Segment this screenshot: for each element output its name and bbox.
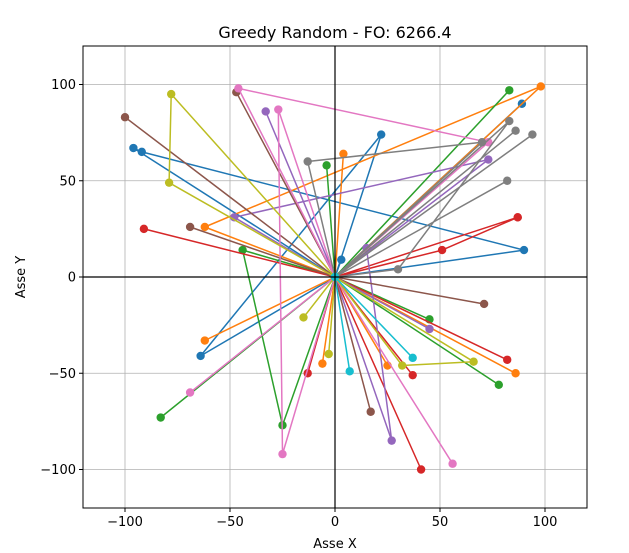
data-point xyxy=(448,459,457,468)
data-point xyxy=(200,222,209,232)
series-line xyxy=(159,89,511,426)
data-point xyxy=(377,130,386,139)
data-point xyxy=(318,359,327,368)
x-axis-label: Asse X xyxy=(313,537,357,552)
data-point xyxy=(185,388,195,397)
data-point xyxy=(137,147,146,157)
data-point xyxy=(366,407,375,416)
data-point xyxy=(303,157,312,166)
data-point xyxy=(505,116,514,126)
data-point xyxy=(408,370,417,380)
x-tick-label: −100 xyxy=(107,515,143,530)
data-point xyxy=(503,355,512,364)
data-point xyxy=(299,313,308,322)
data-point xyxy=(484,138,493,147)
data-point xyxy=(164,178,174,187)
data-point xyxy=(513,213,522,222)
data-point xyxy=(494,380,503,389)
data-point xyxy=(345,367,354,376)
data-point xyxy=(261,107,270,116)
data-point xyxy=(324,349,333,359)
data-point xyxy=(511,126,520,135)
data-point xyxy=(129,143,138,153)
y-tick-label: −100 xyxy=(40,463,76,478)
y-axis-label: Asse Y xyxy=(14,256,29,299)
data-point xyxy=(234,84,243,93)
x-tick-label: 50 xyxy=(432,515,449,530)
data-point xyxy=(322,161,331,170)
data-point xyxy=(469,357,478,366)
data-point xyxy=(398,361,407,370)
data-point xyxy=(393,265,403,274)
data-point xyxy=(519,245,529,255)
data-point xyxy=(477,138,487,147)
data-point xyxy=(230,213,239,222)
data-point xyxy=(200,336,209,345)
data-point xyxy=(511,369,520,378)
data-point xyxy=(479,299,489,309)
y-tick-label: 100 xyxy=(51,78,76,93)
data-point xyxy=(274,105,283,114)
y-tick-label: 50 xyxy=(59,174,76,189)
x-tick-label: 0 xyxy=(331,515,339,530)
data-point xyxy=(387,436,396,445)
data-point xyxy=(505,86,514,95)
data-point xyxy=(120,113,130,122)
chart-title: Greedy Random - FO: 6266.4 xyxy=(218,23,451,42)
data-point xyxy=(536,82,545,91)
data-point xyxy=(185,222,195,232)
data-point xyxy=(484,155,493,164)
data-point xyxy=(408,353,417,363)
data-point xyxy=(167,89,176,99)
data-point xyxy=(416,465,426,474)
x-tick-label: 100 xyxy=(533,515,558,530)
data-point xyxy=(425,324,434,334)
data-point xyxy=(337,255,346,264)
ticks: −100 −50 0 50 100 −100 −50 0 50 100 xyxy=(40,78,557,530)
data-point xyxy=(238,245,247,255)
y-tick-label: −50 xyxy=(49,367,76,382)
y-tick-label: 0 xyxy=(68,271,76,286)
data-point xyxy=(139,224,149,234)
data-point xyxy=(196,351,205,361)
data-point xyxy=(503,176,512,185)
x-tick-label: −50 xyxy=(216,515,243,530)
data-point xyxy=(156,413,165,422)
origin-axes xyxy=(83,46,587,508)
data-point xyxy=(437,245,447,255)
data-point xyxy=(278,449,287,459)
data-point xyxy=(528,130,537,139)
data-point xyxy=(339,149,348,158)
